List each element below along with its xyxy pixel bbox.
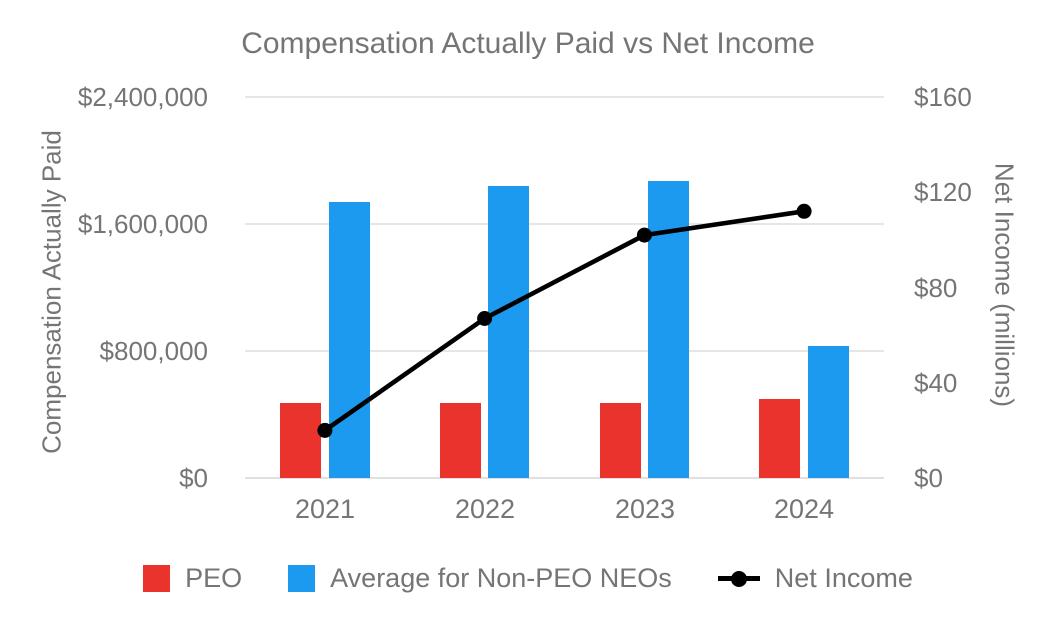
legend-swatch-peo-icon <box>143 564 171 592</box>
net-income-point-2023 <box>636 227 652 243</box>
net-income-line-layer <box>317 203 812 438</box>
right-axis-tick: $120 <box>914 177 972 207</box>
bar-non-peo-neos-2021 <box>329 202 370 478</box>
net-income-line <box>323 209 805 433</box>
x-axis-baseline <box>245 477 884 479</box>
net-income-point-2022 <box>477 311 493 326</box>
gridline <box>245 96 884 98</box>
plot-area <box>245 96 884 479</box>
x-axis-label-2021: 2021 <box>294 494 356 524</box>
right-axis-tick: $160 <box>914 82 972 112</box>
right-axis-tick: $0 <box>914 463 943 493</box>
right-axis-tick: $80 <box>914 273 958 303</box>
gridline <box>245 223 884 225</box>
right-axis-tick: $40 <box>914 368 958 398</box>
bar-non-peo-neos-2024 <box>808 346 849 478</box>
legend-line-marker-icon <box>717 565 760 592</box>
bar-peo-2022 <box>440 403 481 478</box>
left-axis-tick: $0 <box>179 463 208 493</box>
bar-peo-2024 <box>759 399 800 478</box>
net-income-point-2021 <box>317 422 333 438</box>
legend-item-non-peo-neos: Average for Non-PEO NEOs <box>288 561 672 595</box>
x-axis-label-2022: 2022 <box>454 494 516 524</box>
legend-label-peo: PEO <box>185 563 243 593</box>
left-axis-tick: $800,000 <box>99 336 208 366</box>
legend-item-peo: PEO <box>143 561 242 595</box>
right-axis-title: Net Income (millions) <box>989 162 1020 408</box>
legend-label-non-peo-neos: Average for Non-PEO NEOs <box>330 563 672 593</box>
x-axis-label-2023: 2023 <box>614 494 676 524</box>
legend: PEO Average for Non-PEO NEOs Net Income <box>0 561 1056 595</box>
bar-non-peo-neos-2022 <box>488 186 529 478</box>
chart-title: Compensation Actually Paid vs Net Income <box>241 27 815 60</box>
x-axis-label-2024: 2024 <box>773 494 835 524</box>
legend-item-net-income: Net Income <box>717 561 913 595</box>
net-income-point-2024 <box>796 203 812 219</box>
legend-label-net-income: Net Income <box>774 563 913 593</box>
left-axis-title: Compensation Actually Paid <box>36 130 67 454</box>
bar-peo-2021 <box>280 403 321 478</box>
left-axis-tick: $1,600,000 <box>77 209 208 239</box>
gridline <box>245 350 884 352</box>
bar-peo-2023 <box>600 403 641 478</box>
left-axis-tick: $2,400,000 <box>77 82 208 112</box>
legend-swatch-non-peo-neos-icon <box>288 564 316 592</box>
